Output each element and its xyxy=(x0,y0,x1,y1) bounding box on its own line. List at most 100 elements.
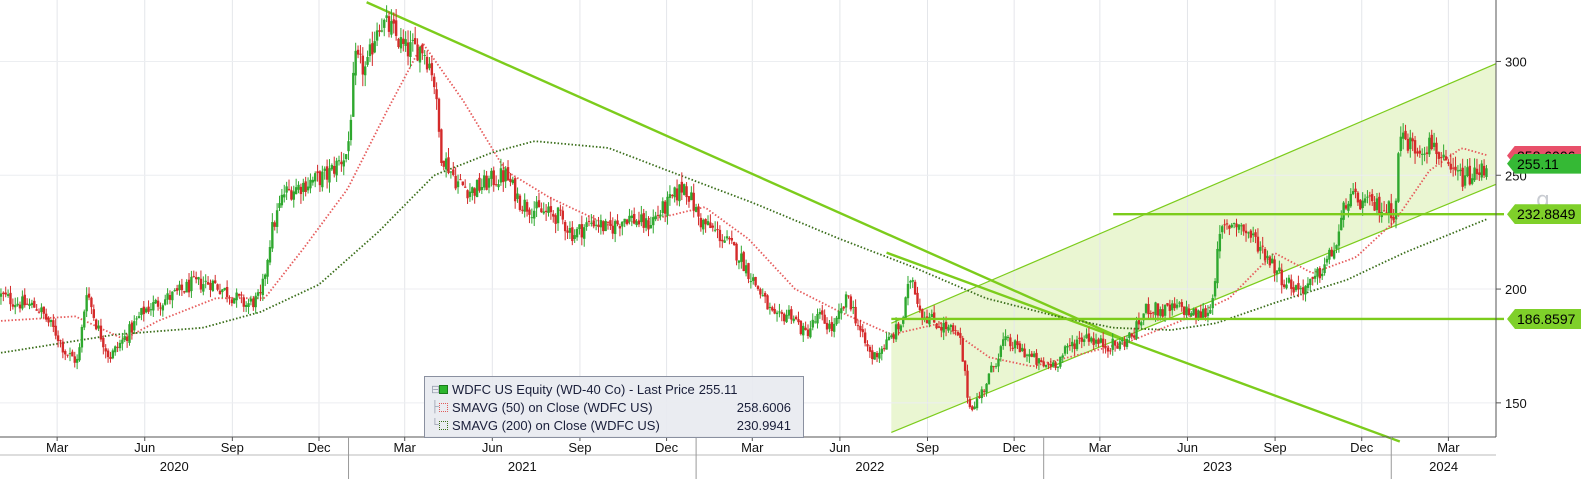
candle-body xyxy=(71,351,74,357)
candle-body xyxy=(242,297,245,307)
candle-body xyxy=(447,157,450,174)
candle-body xyxy=(1235,223,1238,228)
candle xyxy=(1135,316,1138,341)
candle xyxy=(640,205,643,227)
candle xyxy=(1356,191,1360,206)
candle-body xyxy=(1278,267,1281,271)
candle xyxy=(161,303,165,317)
candle-body xyxy=(587,220,591,222)
candle-body xyxy=(916,292,919,304)
candle xyxy=(394,9,398,41)
candle-body xyxy=(297,184,300,190)
candle xyxy=(418,45,422,73)
candle-body xyxy=(930,314,933,318)
candle xyxy=(1287,274,1291,284)
candle-body xyxy=(613,221,617,235)
candle xyxy=(863,328,867,347)
candle xyxy=(909,279,912,289)
candle-body xyxy=(1473,167,1476,181)
tree-branch-icon: └ xyxy=(431,419,439,431)
candle xyxy=(68,347,72,362)
candle-body xyxy=(775,312,779,315)
candle-body xyxy=(285,186,288,193)
candle xyxy=(109,351,112,363)
candle xyxy=(166,288,169,305)
candle xyxy=(537,192,541,208)
candle-body xyxy=(1242,224,1245,232)
candle-body xyxy=(1390,203,1393,219)
legend-row-sma200: └ SMAVG (200) on Close (WDFC US) 230.994… xyxy=(431,416,797,434)
candle xyxy=(978,391,981,399)
candle-body xyxy=(397,38,400,47)
candle-body xyxy=(90,297,93,308)
candle-body xyxy=(1420,153,1424,155)
candle xyxy=(335,157,338,182)
candle xyxy=(1123,336,1126,351)
candle-body xyxy=(1066,345,1069,348)
tree-toggle-icon[interactable]: ⊟ xyxy=(431,383,441,396)
candle-body xyxy=(492,170,495,186)
candle-body xyxy=(573,235,576,239)
candle xyxy=(187,273,191,298)
candle xyxy=(1382,201,1386,212)
legend-label-sma200: SMAVG (200) on Close (WDFC US) xyxy=(452,417,660,433)
candle-body xyxy=(1128,332,1131,339)
candle-body xyxy=(732,242,736,246)
candle-body xyxy=(294,187,298,195)
candle-body xyxy=(271,222,274,249)
candle xyxy=(244,301,248,313)
candle-body xyxy=(306,186,310,191)
candle-body xyxy=(1361,200,1364,209)
candle xyxy=(702,218,705,235)
candle xyxy=(554,213,557,234)
candle-body xyxy=(1442,154,1445,158)
candle xyxy=(175,284,179,295)
candle xyxy=(352,61,355,117)
candle xyxy=(428,57,431,71)
candle-body xyxy=(237,293,241,296)
candle-body xyxy=(1004,336,1007,341)
candle xyxy=(342,153,345,176)
candle-body xyxy=(1285,284,1288,289)
candle xyxy=(42,306,46,319)
candle xyxy=(782,312,786,325)
candle-body xyxy=(361,55,365,75)
candle xyxy=(821,304,824,321)
candle-body xyxy=(140,308,143,316)
candle xyxy=(852,300,855,315)
candle xyxy=(592,215,595,229)
candle xyxy=(416,38,419,62)
candle xyxy=(497,179,500,191)
candle-body xyxy=(842,306,845,309)
candle-body xyxy=(987,373,991,385)
candle xyxy=(725,230,729,241)
candle xyxy=(1104,339,1107,354)
candle-body xyxy=(1447,161,1450,164)
candle-body xyxy=(1304,285,1307,295)
candle-body xyxy=(28,303,31,307)
x-tick-label: Sep xyxy=(221,440,244,455)
candle-body xyxy=(542,211,545,214)
candle xyxy=(1166,303,1169,307)
candle-body xyxy=(449,171,453,173)
candle xyxy=(785,309,788,323)
candle xyxy=(1113,340,1117,352)
candle-body xyxy=(2,292,5,295)
candle-body xyxy=(1413,140,1417,154)
candle-body xyxy=(580,224,584,238)
candle-body xyxy=(506,167,510,181)
candle xyxy=(1442,144,1445,161)
channel-fill-layer xyxy=(891,63,1496,433)
candle-body xyxy=(1213,281,1217,297)
candle xyxy=(780,309,784,322)
candle-body xyxy=(1201,308,1205,319)
candle-body xyxy=(561,210,564,220)
candle xyxy=(832,317,836,338)
candle xyxy=(1378,192,1381,223)
candle xyxy=(709,214,712,229)
candle xyxy=(1418,145,1422,158)
candle-body xyxy=(1256,236,1260,252)
candle-body xyxy=(1409,137,1412,150)
candle-body xyxy=(721,239,724,242)
candle-body xyxy=(1118,341,1122,350)
